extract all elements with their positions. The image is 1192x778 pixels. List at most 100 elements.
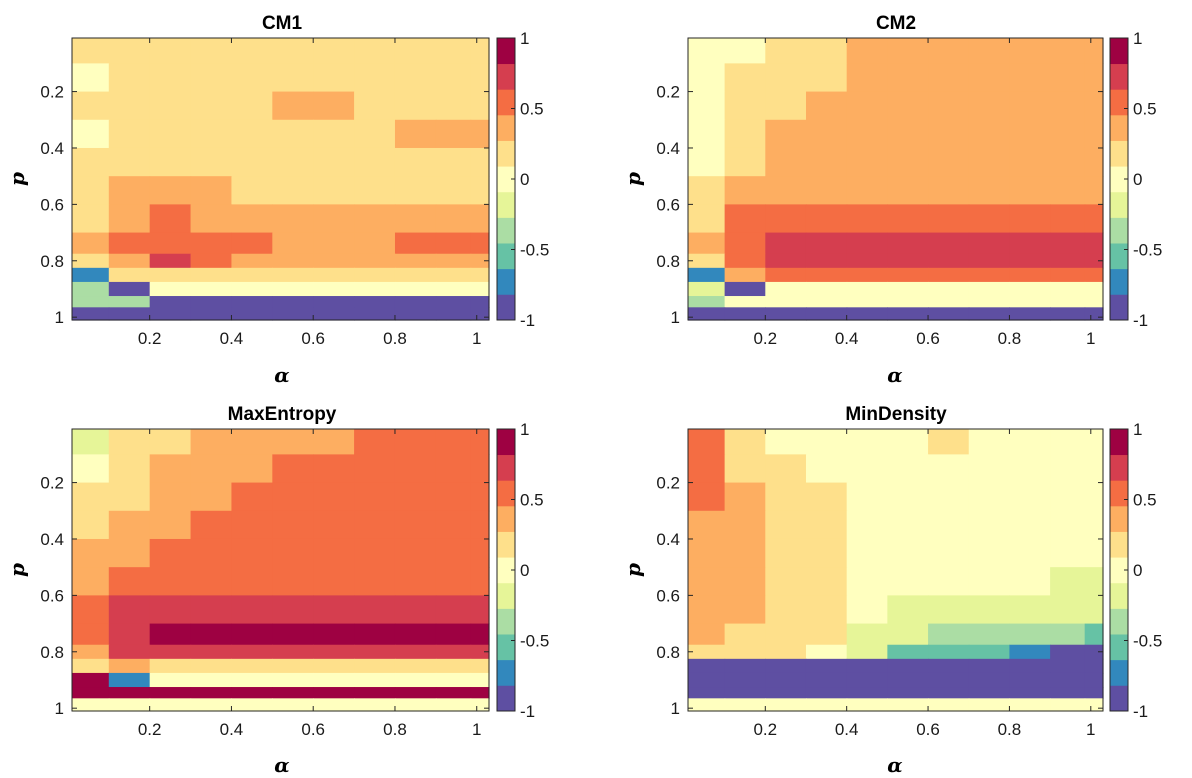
heatmap-cell xyxy=(968,482,1011,512)
heatmap-cell xyxy=(231,687,273,699)
heatmap-cell xyxy=(470,687,490,699)
heatmap-cell xyxy=(928,429,970,455)
heatmap-cell xyxy=(435,454,472,484)
colorbar-tick-label: 0.5 xyxy=(1133,100,1157,119)
colorbar-segment xyxy=(497,166,515,193)
heatmap-cell xyxy=(1084,176,1104,205)
colorbar-segment xyxy=(497,243,515,270)
heatmap-cell xyxy=(435,658,472,674)
colorbar-tick-label: -1 xyxy=(520,311,535,330)
heatmap-cell xyxy=(272,91,314,121)
heatmap-cell xyxy=(354,38,396,64)
heatmap-cell xyxy=(1009,253,1051,269)
heatmap-cell xyxy=(1050,147,1086,177)
heatmap-cell xyxy=(765,296,807,308)
heatmap-cell xyxy=(688,672,726,688)
heatmap-cell xyxy=(354,623,396,646)
panel-title: CM1 xyxy=(262,13,303,34)
x-tick-label: 0.8 xyxy=(998,329,1022,348)
heatmap-cell xyxy=(688,698,726,712)
heatmap-cell xyxy=(354,567,396,596)
heatmap-cell xyxy=(1009,672,1051,688)
heatmap-cell xyxy=(272,482,314,512)
heatmap-cell xyxy=(470,296,490,308)
heatmap-cell xyxy=(190,672,233,688)
y-tick-label: 0.4 xyxy=(40,530,64,549)
heatmap-cell xyxy=(435,307,472,321)
heatmap-cell xyxy=(470,147,490,177)
heatmap-cell xyxy=(968,267,1011,283)
heatmap-cell xyxy=(354,204,396,234)
heatmap-cell xyxy=(1050,644,1086,660)
heatmap-cell xyxy=(1050,232,1086,255)
heatmap-cell xyxy=(805,253,848,269)
heatmap-cell xyxy=(1009,538,1051,568)
heatmap-cell xyxy=(846,176,888,205)
heatmap-cell xyxy=(313,119,355,149)
heatmap-cell xyxy=(846,658,888,674)
heatmap-cell xyxy=(231,204,273,234)
y-tick-label: 0.8 xyxy=(40,643,64,662)
heatmap-cell xyxy=(887,232,929,255)
heatmap-cell xyxy=(1084,510,1104,540)
heatmap-cell xyxy=(72,687,110,699)
heatmap-cell xyxy=(1050,307,1086,321)
heatmap-cell xyxy=(394,267,437,283)
heatmap-cell xyxy=(272,644,314,660)
heatmap-cell xyxy=(272,698,314,712)
heatmap-cell xyxy=(805,482,848,512)
heatmap-cell xyxy=(435,63,472,93)
colorbar-segment xyxy=(1110,63,1128,90)
x-axis-label: α xyxy=(274,753,289,777)
heatmap-cell xyxy=(1084,119,1104,149)
heatmap-cell xyxy=(313,63,355,93)
heatmap-cell xyxy=(231,296,273,308)
colorbar: -1 -0.5 0 0.5 1 xyxy=(1109,29,1162,330)
heatmap-cell xyxy=(1084,63,1104,93)
heatmap-cell xyxy=(1009,510,1051,540)
heatmap-cell xyxy=(72,429,110,455)
heatmap-cell xyxy=(688,644,726,660)
heatmap-cell xyxy=(765,687,807,699)
heatmap-cell xyxy=(1084,267,1104,283)
heatmap-cell xyxy=(470,454,490,484)
heatmap-cell xyxy=(1009,63,1051,93)
heatmap-cell xyxy=(887,687,929,699)
heatmap-cell xyxy=(1084,429,1104,455)
colorbar-segment xyxy=(497,557,515,584)
heatmap-cell xyxy=(394,623,437,646)
heatmap-cell xyxy=(149,510,192,540)
heatmap-cell xyxy=(1050,38,1086,64)
heatmap-cell xyxy=(149,454,192,484)
heatmap-cell xyxy=(149,147,192,177)
colorbar-segment xyxy=(1110,429,1128,456)
heatmap-cell xyxy=(272,567,314,596)
heatmap-cell xyxy=(435,176,472,205)
heatmap-cell xyxy=(805,267,848,283)
heatmap-cell xyxy=(805,510,848,540)
heatmap-cell xyxy=(272,232,314,255)
x-axis-ticks: 0.2 0.4 0.6 0.8 1 xyxy=(753,38,1096,348)
heatmap-cell xyxy=(313,510,355,540)
heatmap-cell xyxy=(968,687,1011,699)
x-tick-label: 0.8 xyxy=(383,720,407,739)
heatmap-cell xyxy=(688,595,726,625)
heatmap-cell xyxy=(968,253,1011,269)
plot-frame xyxy=(71,37,490,321)
heatmap-cell xyxy=(149,595,192,625)
heatmap-cell xyxy=(968,63,1011,93)
heatmap-cell xyxy=(190,307,233,321)
y-tick-label: 0.4 xyxy=(656,139,680,158)
heatmap-cell xyxy=(928,119,970,149)
heatmap-cell xyxy=(313,176,355,205)
heatmap-cell xyxy=(272,538,314,568)
heatmap-cell xyxy=(1009,595,1051,625)
heatmap-cell xyxy=(272,296,314,308)
heatmap-cell xyxy=(394,232,437,255)
colorbar-segment xyxy=(1110,582,1128,609)
heatmap-cell xyxy=(108,644,151,660)
heatmap-cell xyxy=(190,644,233,660)
heatmap-cell xyxy=(272,281,314,297)
heatmap-cell xyxy=(190,147,233,177)
heatmap-cell xyxy=(108,176,151,205)
